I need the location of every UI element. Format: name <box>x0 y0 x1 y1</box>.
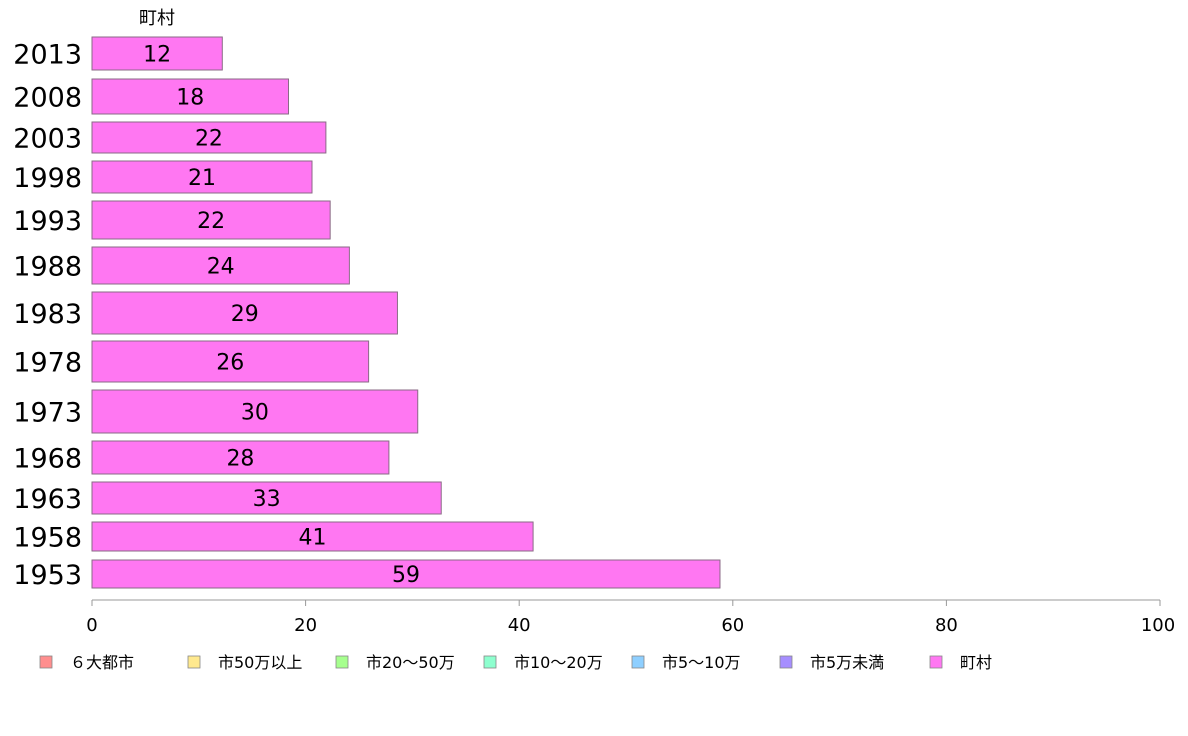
bar-value-label-2003: 22 <box>195 127 223 152</box>
category-label-1998: 1998 <box>13 163 82 194</box>
bar-2008 <box>91 78 290 115</box>
legend-swatch <box>929 655 943 669</box>
legend-label: 市20〜50万 <box>366 653 455 672</box>
bar-1993 <box>91 200 331 240</box>
legend-label: 市5〜10万 <box>662 653 741 672</box>
bars-group: 2013 12 2008 18 2003 22 1998 21 1993 22 1988 24 1983… <box>13 36 721 591</box>
legend-swatch <box>483 655 497 669</box>
series-title: 町村 <box>139 8 175 29</box>
bar-1953 <box>91 559 721 589</box>
legend: ６大都市 市50万以上 市20〜50万 市10〜20万 市5〜10万 市5万未満 町村 <box>39 653 992 672</box>
category-label-1988: 1988 <box>13 252 82 283</box>
bar-value-label-1953: 59 <box>392 563 420 588</box>
bar-value-label-1958: 41 <box>299 526 327 551</box>
bar-value-label-2013: 12 <box>143 43 171 68</box>
bar-value-label-1998: 21 <box>188 166 216 191</box>
bar-value-label-1973: 30 <box>241 401 269 426</box>
x-axis: 0 20 40 60 80 100 <box>86 599 1175 636</box>
category-label-2013: 2013 <box>13 40 82 71</box>
bar-value-label-1978: 26 <box>216 351 244 376</box>
legend-label: 町村 <box>960 653 992 672</box>
x-tick-label: 80 <box>935 615 958 636</box>
legend-label: ６大都市 <box>70 653 134 672</box>
x-tick-label: 40 <box>508 615 531 636</box>
legend-label: 市50万以上 <box>218 653 302 672</box>
bar-1988 <box>91 246 350 285</box>
bar-1968 <box>91 440 390 475</box>
bar-value-label-1963: 33 <box>253 487 281 512</box>
category-label-1973: 1973 <box>13 398 82 429</box>
category-label-2003: 2003 <box>13 124 82 155</box>
legend-swatch <box>39 655 53 669</box>
category-label-1963: 1963 <box>13 484 82 515</box>
legend-swatch <box>779 655 793 669</box>
x-tick-label: 20 <box>294 615 317 636</box>
bar-2003 <box>91 121 327 154</box>
legend-label: 市10〜20万 <box>514 653 603 672</box>
bar-1963 <box>91 481 442 515</box>
x-tick-label: 100 <box>1141 615 1175 636</box>
category-label-1953: 1953 <box>13 560 82 591</box>
category-label-1958: 1958 <box>13 523 82 554</box>
bar-value-label-1968: 28 <box>226 447 254 472</box>
bar-value-label-2008: 18 <box>176 86 204 111</box>
bar-1983 <box>91 291 398 335</box>
bar-value-label-1983: 29 <box>231 302 259 327</box>
legend-swatch <box>187 655 201 669</box>
category-label-1968: 1968 <box>13 444 82 475</box>
bar-1973 <box>91 389 419 434</box>
bar-2013 <box>91 36 223 71</box>
x-tick-label: 0 <box>86 615 97 636</box>
category-label-1983: 1983 <box>13 299 82 330</box>
legend-label: 市5万未満 <box>810 653 884 672</box>
x-tick-label: 60 <box>721 615 744 636</box>
bar-value-label-1993: 22 <box>197 209 225 234</box>
bar-1958 <box>91 521 534 552</box>
bar-1998 <box>91 160 313 194</box>
bar-1978 <box>91 340 370 383</box>
legend-swatch <box>335 655 349 669</box>
category-label-1978: 1978 <box>13 348 82 379</box>
category-label-1993: 1993 <box>13 206 82 237</box>
legend-swatch <box>631 655 645 669</box>
category-label-2008: 2008 <box>13 83 82 114</box>
bar-value-label-1988: 24 <box>207 255 235 280</box>
